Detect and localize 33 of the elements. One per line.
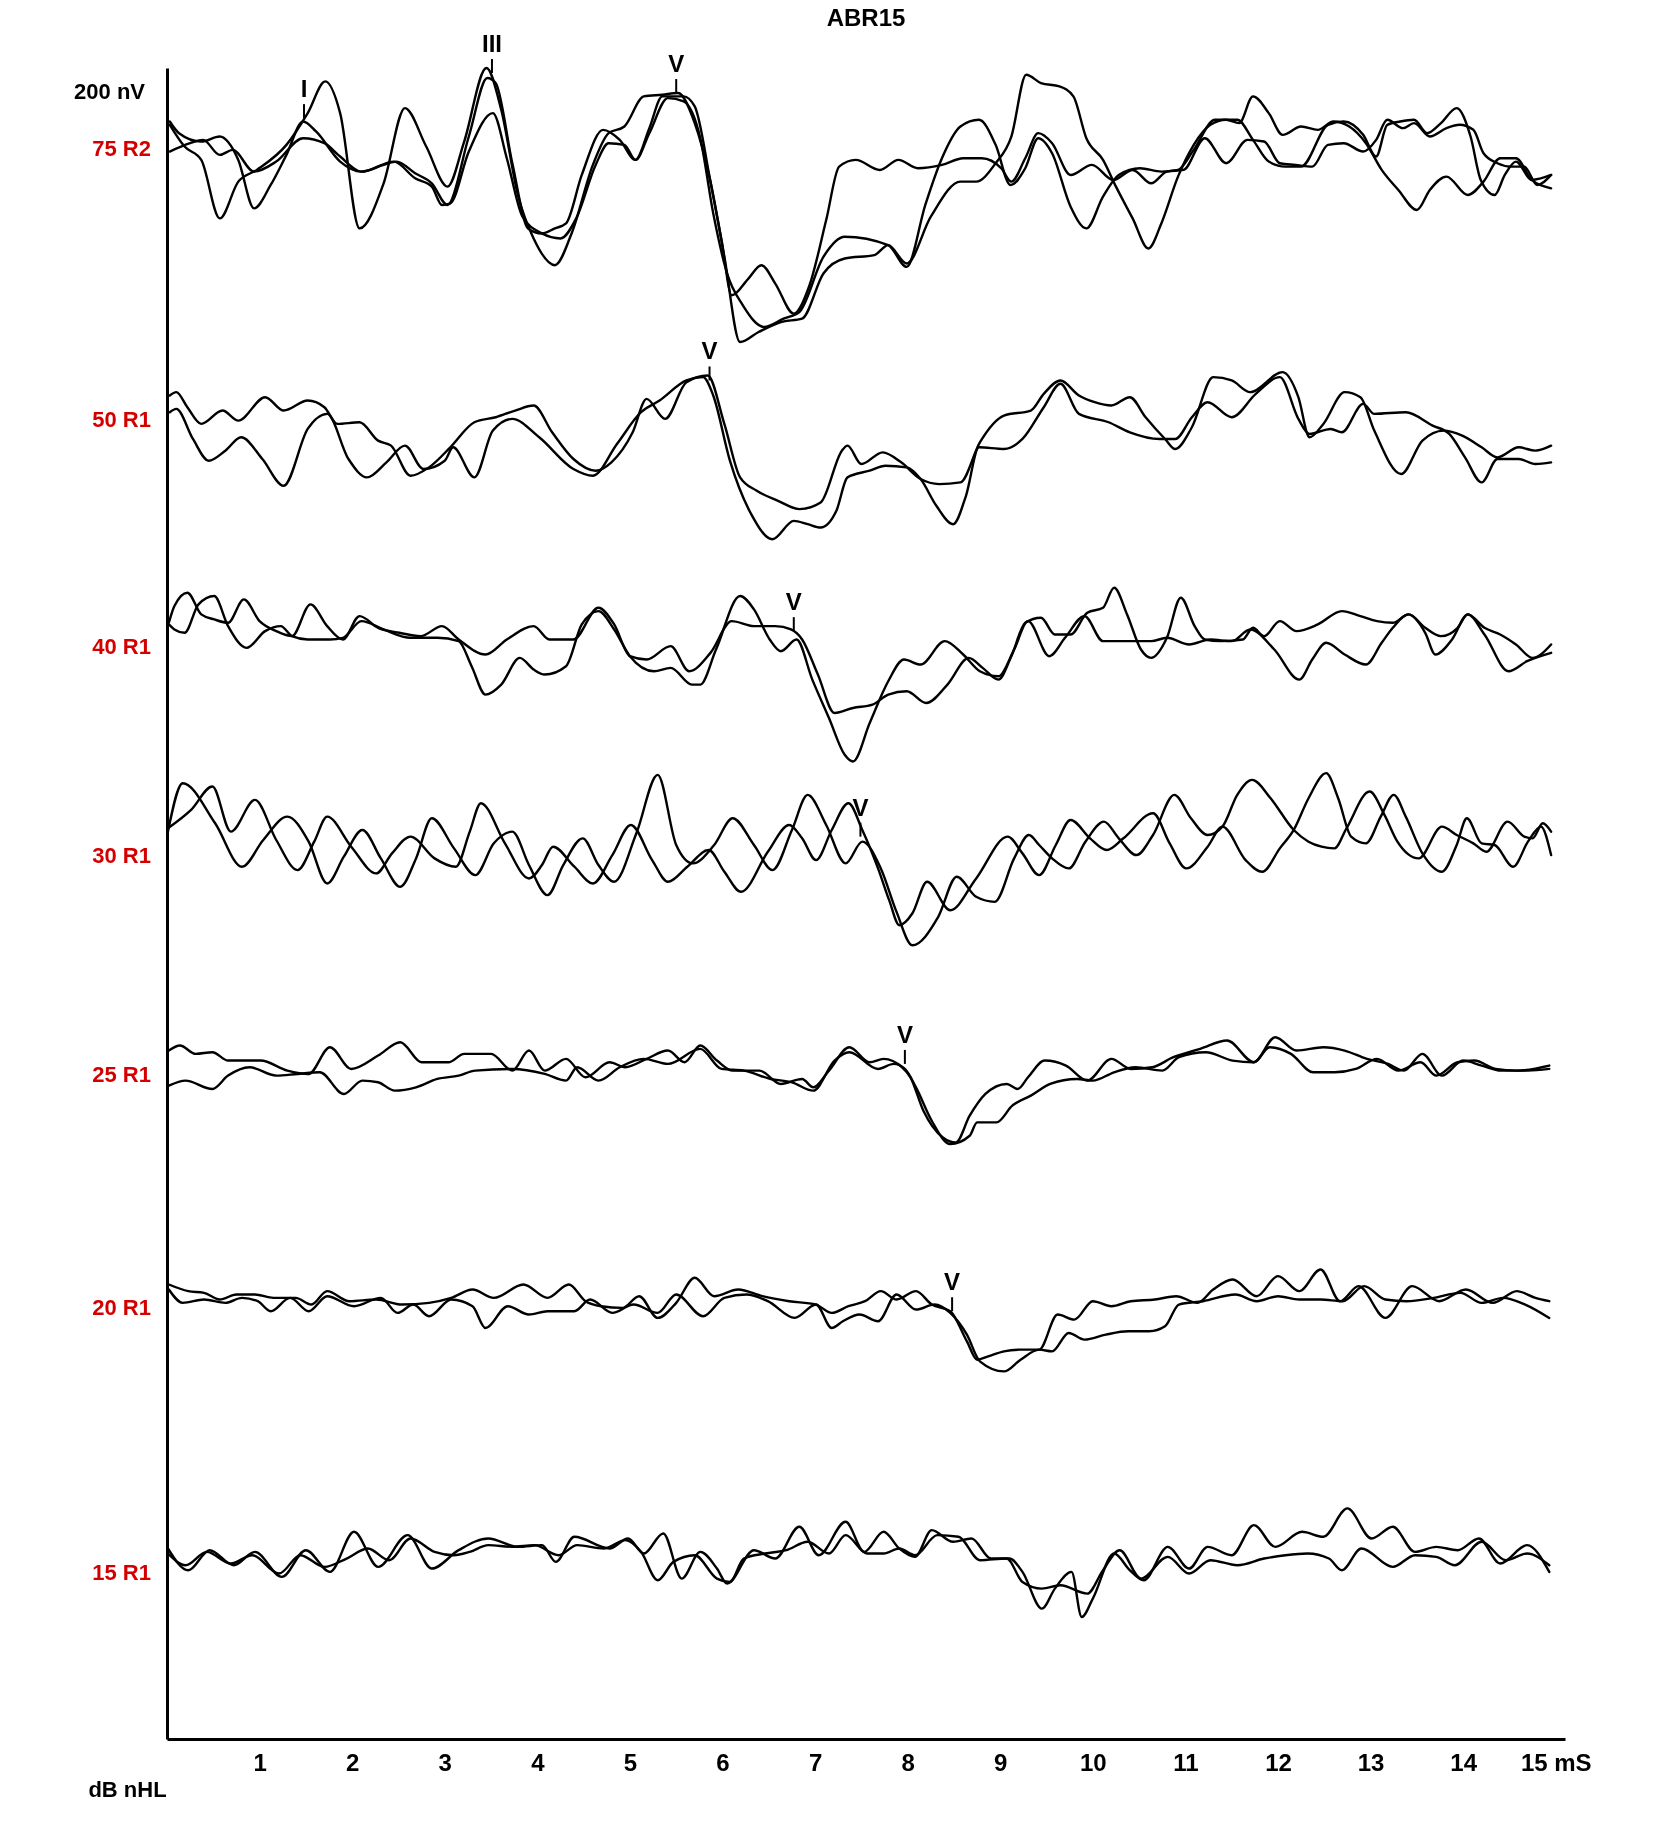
- series-label: 50 R1: [92, 406, 151, 432]
- x-tick-label: 2: [345, 1748, 360, 1776]
- series-label: 20 R1: [92, 1295, 151, 1321]
- series-label: 40 R1: [92, 633, 151, 659]
- chart-title: ABR15: [826, 4, 906, 32]
- series-label: 15 R1: [92, 1559, 151, 1585]
- series-label: 30 R1: [92, 842, 151, 868]
- x-tick-label: 14: [1450, 1748, 1478, 1776]
- series-label: 25 R1: [92, 1061, 151, 1087]
- x-tick-label: 3: [438, 1748, 452, 1776]
- annotation: III: [481, 30, 502, 58]
- annotation: I: [300, 75, 308, 103]
- x-tick-label: 13: [1357, 1748, 1385, 1776]
- annotation: V: [785, 588, 802, 616]
- x-tick-label: 12: [1265, 1748, 1292, 1776]
- x-tick-label: 7: [808, 1748, 823, 1776]
- annotation: V: [668, 50, 685, 78]
- x-tick-label: 11: [1173, 1748, 1199, 1776]
- text: 200 nV: [74, 79, 146, 104]
- x-tick-label: 4: [531, 1748, 546, 1776]
- x-tick-label: 9: [994, 1748, 1008, 1776]
- annotation: V: [944, 1268, 961, 1296]
- x-tick-label: 10: [1079, 1748, 1107, 1776]
- annotation: V: [896, 1020, 913, 1048]
- x-tick-label: 5: [623, 1748, 638, 1776]
- x-tick-label: 1: [253, 1748, 267, 1776]
- x-tick-label: 8: [901, 1748, 915, 1776]
- annotation: V: [701, 337, 718, 365]
- x-tick-label: 6: [716, 1748, 730, 1776]
- x-tick-label: 15 mS: [1520, 1748, 1592, 1776]
- y-axis-title: dB nHL: [88, 1776, 167, 1802]
- series-label: 75 R2: [92, 135, 151, 161]
- annotation: V: [852, 793, 869, 821]
